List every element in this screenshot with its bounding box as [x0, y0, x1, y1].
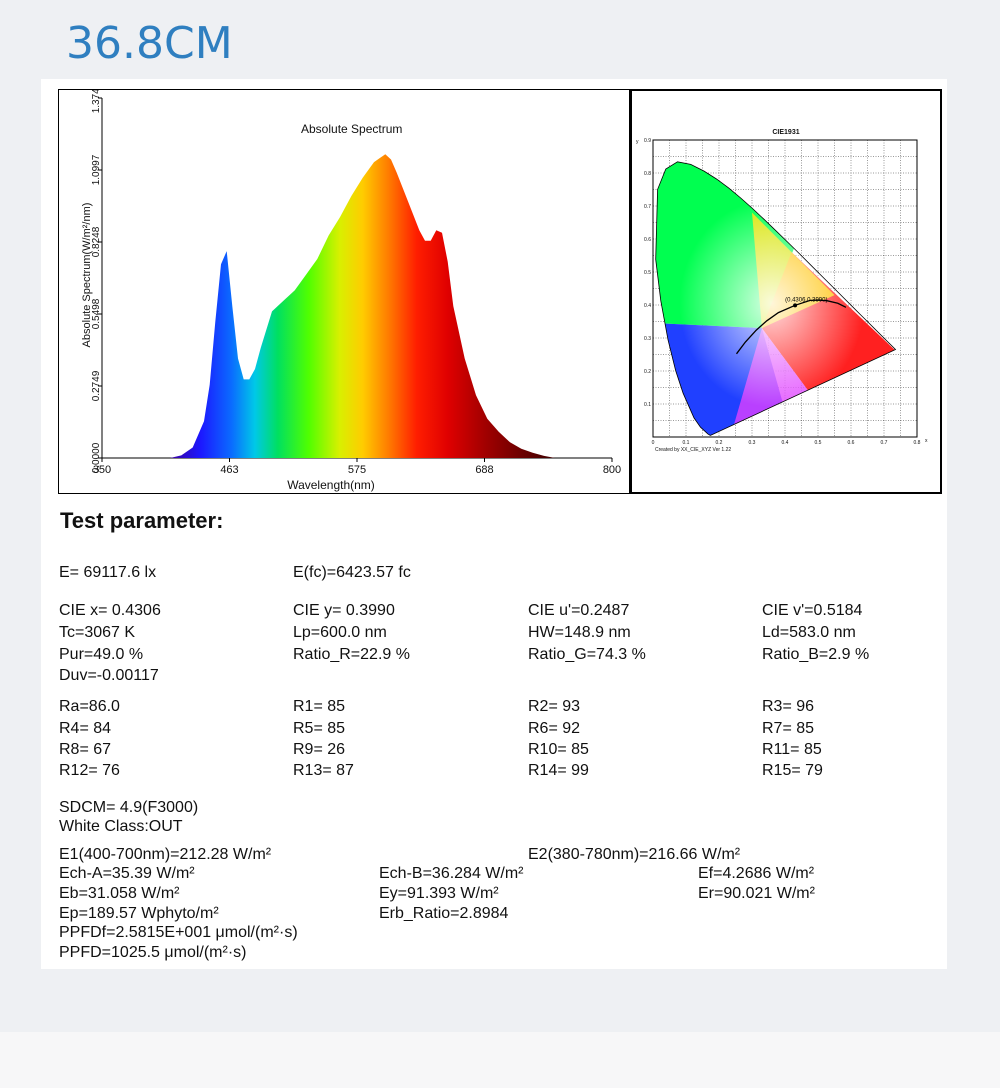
spectrum-y-tick-label: 1.0997 — [91, 154, 102, 185]
cie-x-tick-label: 0.7 — [881, 440, 888, 446]
cie-chart-panel: CIE1931 (0.4306,0.3990) 0 0.1 0.2 0.3 0.4 0.5… — [630, 89, 942, 494]
param-illuminance-fc: E(fc)=6423.57 fc — [293, 564, 411, 581]
param-hw: HW=148.9 nm — [528, 624, 631, 641]
param-sdcm: SDCM= 4.9(F3000) — [59, 799, 199, 816]
param-ech-a: Ech-A=35.39 W/m² — [59, 865, 195, 882]
param-ppfd: PPFD=1025.5 μmol/(m²·s) — [59, 944, 247, 961]
param-r15: R15= 79 — [762, 762, 823, 779]
spectrum-area — [170, 154, 556, 458]
spectrum-chart-panel: Absolute Spectrum 350 463 575 688 800 0.0000… — [58, 82, 630, 494]
param-ey: Ey=91.393 W/m² — [379, 885, 499, 902]
spectrum-y-label: Absolute Spectrum(W/m²/nm) — [81, 203, 93, 348]
spectrum-x-tick-label: 350 — [93, 464, 111, 476]
param-duv: Duv=-0.00117 — [59, 667, 159, 684]
cie-y-tick-label: 0.7 — [644, 204, 651, 210]
param-illuminance: E= 69117.6 lx — [59, 564, 157, 581]
cie-x-label: x — [925, 438, 928, 444]
param-cie-u: CIE u'=0.2487 — [528, 602, 630, 619]
param-e1: E1(400-700nm)=212.28 W/m² — [59, 846, 272, 863]
param-r14: R14= 99 — [528, 762, 589, 779]
param-r13: R13= 87 — [293, 762, 354, 779]
param-r1: R1= 85 — [293, 698, 346, 715]
param-cie-v: CIE v'=0.5184 — [762, 602, 863, 619]
cie-x-tick-label: 0.1 — [683, 440, 690, 446]
spectrum-x-tick-label: 800 — [603, 464, 621, 476]
param-lp: Lp=600.0 nm — [293, 624, 387, 641]
param-ld: Ld=583.0 nm — [762, 624, 856, 641]
spectrum-x-tick-label: 688 — [475, 464, 493, 476]
cie-y-tick-label: 0.1 — [644, 402, 651, 408]
spectrum-x-tick-label: 575 — [348, 464, 366, 476]
cie-spectral-locus — [655, 161, 897, 436]
spectrum-x-label: Wavelength(nm) — [287, 478, 375, 492]
cie-y-tick-label: 0.8 — [644, 171, 651, 177]
spectrum-y-tick-label: 0.5498 — [91, 298, 102, 329]
param-r7: R7= 85 — [762, 720, 815, 737]
cie-y-tick-label: 0.4 — [644, 303, 651, 309]
param-r3: R3= 96 — [762, 698, 815, 715]
cie-y-tick-label: 0.3 — [644, 336, 651, 342]
cie-x-tick-label: 0 — [652, 440, 655, 446]
cie-y-tick-label: 0.2 — [644, 369, 651, 375]
test-parameter-heading: Test parameter: — [60, 508, 224, 533]
cie-y-tick-label: 0.9 — [644, 138, 651, 144]
cie-y-tick-label: 0.6 — [644, 237, 651, 243]
param-r11: R11= 85 — [762, 741, 822, 758]
cie-x-tick-label: 0.5 — [815, 440, 822, 446]
param-r6: R6= 92 — [528, 720, 581, 737]
page-title: 36.8CM — [66, 18, 233, 69]
param-ratio-g: Ratio_G=74.3 % — [528, 646, 646, 663]
spectrum-y-tick-label: 0.2749 — [91, 370, 102, 401]
param-ech-b: Ech-B=36.284 W/m² — [379, 865, 524, 882]
cie-x-tick-label: 0.4 — [782, 440, 789, 446]
cie-chart: CIE1931 (0.4306,0.3990) 0 0.1 0.2 0.3 0.4 0.5… — [636, 129, 928, 453]
cie-footer: Created by XX_CIE_XYZ Ver 1.22 — [655, 447, 731, 453]
param-r9: R9= 26 — [293, 741, 346, 758]
spectrum-title: Absolute Spectrum — [301, 122, 402, 136]
cie-title: CIE1931 — [772, 129, 799, 136]
chromaticity-point-label: (0.4306,0.3990) — [785, 297, 827, 303]
param-ppfdf: PPFDf=2.5815E+001 μmol/(m²·s) — [59, 924, 298, 941]
param-ep: Ep=189.57 Wphyto/m² — [59, 905, 219, 922]
param-r5: R5= 85 — [293, 720, 346, 737]
param-r12: R12= 76 — [59, 762, 120, 779]
param-ra: Ra=86.0 — [59, 698, 120, 715]
param-cie-y: CIE y= 0.3990 — [293, 602, 395, 619]
param-r4: R4= 84 — [59, 720, 112, 737]
cie-x-tick-label: 0.8 — [914, 440, 921, 446]
param-pur: Pur=49.0 % — [59, 646, 144, 663]
chromaticity-point — [793, 303, 798, 308]
param-er: Er=90.021 W/m² — [698, 885, 815, 902]
bottom-band — [0, 1032, 1000, 1088]
param-ratio-r: Ratio_R=22.9 % — [293, 646, 410, 663]
param-ratio-b: Ratio_B=2.9 % — [762, 646, 870, 663]
spectrum-y-tick-label: 0.0000 — [91, 442, 102, 473]
param-white-class: White Class:OUT — [59, 818, 183, 835]
param-r10: R10= 85 — [528, 741, 589, 758]
spectrum-y-tick-label: 1.3748 — [91, 90, 102, 113]
spectrum-y-tick-label: 0.8248 — [91, 226, 102, 257]
param-cie-x: CIE x= 0.4306 — [59, 602, 161, 619]
param-erb-ratio: Erb_Ratio=2.8984 — [379, 905, 509, 922]
cie-x-tick-label: 0.6 — [848, 440, 855, 446]
cie-x-tick-label: 0.3 — [749, 440, 756, 446]
cie-x-tick-label: 0.2 — [716, 440, 723, 446]
spectrum-chart: Absolute Spectrum 350 463 575 688 800 0.0000… — [81, 82, 621, 492]
param-eb: Eb=31.058 W/m² — [59, 885, 180, 902]
param-e2: E2(380-780nm)=216.66 W/m² — [528, 846, 741, 863]
param-tc: Tc=3067 K — [59, 624, 136, 641]
cie-y-tick-label: 0.5 — [644, 270, 651, 276]
spectrum-x-tick-label: 463 — [220, 464, 238, 476]
param-r2: R2= 93 — [528, 698, 581, 715]
param-ef: Ef=4.2686 W/m² — [698, 865, 815, 882]
param-r8: R8= 67 — [59, 741, 112, 758]
cie-y-label: y — [636, 139, 639, 145]
